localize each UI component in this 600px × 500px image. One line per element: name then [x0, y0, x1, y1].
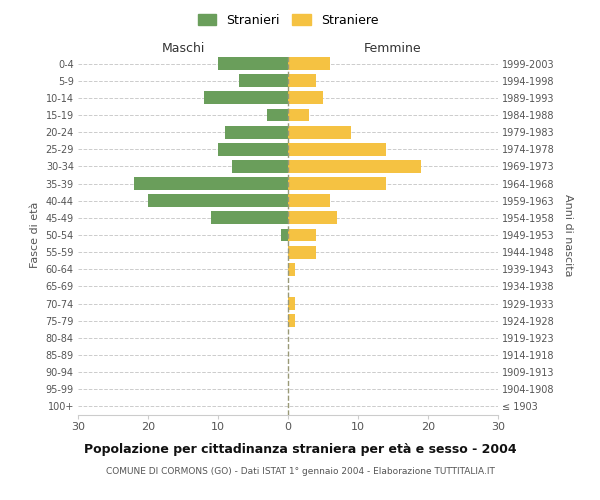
Bar	[281, 228, 288, 241]
Bar	[288, 143, 386, 156]
Legend: Stranieri, Straniere: Stranieri, Straniere	[193, 8, 383, 32]
Bar	[225, 126, 288, 138]
Bar	[288, 126, 351, 138]
Bar	[288, 92, 323, 104]
Bar	[218, 57, 288, 70]
Bar	[288, 314, 295, 327]
Bar	[218, 143, 288, 156]
Bar	[288, 246, 316, 258]
Bar	[239, 74, 288, 87]
Bar	[267, 108, 288, 122]
Bar	[288, 177, 386, 190]
Bar	[134, 177, 288, 190]
Bar	[288, 263, 295, 276]
Text: Femmine: Femmine	[364, 42, 422, 55]
Y-axis label: Anni di nascita: Anni di nascita	[563, 194, 573, 276]
Bar	[211, 212, 288, 224]
Bar	[288, 228, 316, 241]
Bar	[288, 212, 337, 224]
Bar	[288, 160, 421, 173]
Bar	[288, 74, 316, 87]
Bar	[288, 297, 295, 310]
Text: Popolazione per cittadinanza straniera per età e sesso - 2004: Popolazione per cittadinanza straniera p…	[83, 442, 517, 456]
Bar	[148, 194, 288, 207]
Y-axis label: Fasce di età: Fasce di età	[30, 202, 40, 268]
Text: Maschi: Maschi	[161, 42, 205, 55]
Bar	[288, 57, 330, 70]
Bar	[288, 108, 309, 122]
Bar	[288, 194, 330, 207]
Bar	[232, 160, 288, 173]
Bar	[204, 92, 288, 104]
Text: COMUNE DI CORMONS (GO) - Dati ISTAT 1° gennaio 2004 - Elaborazione TUTTITALIA.IT: COMUNE DI CORMONS (GO) - Dati ISTAT 1° g…	[106, 468, 494, 476]
